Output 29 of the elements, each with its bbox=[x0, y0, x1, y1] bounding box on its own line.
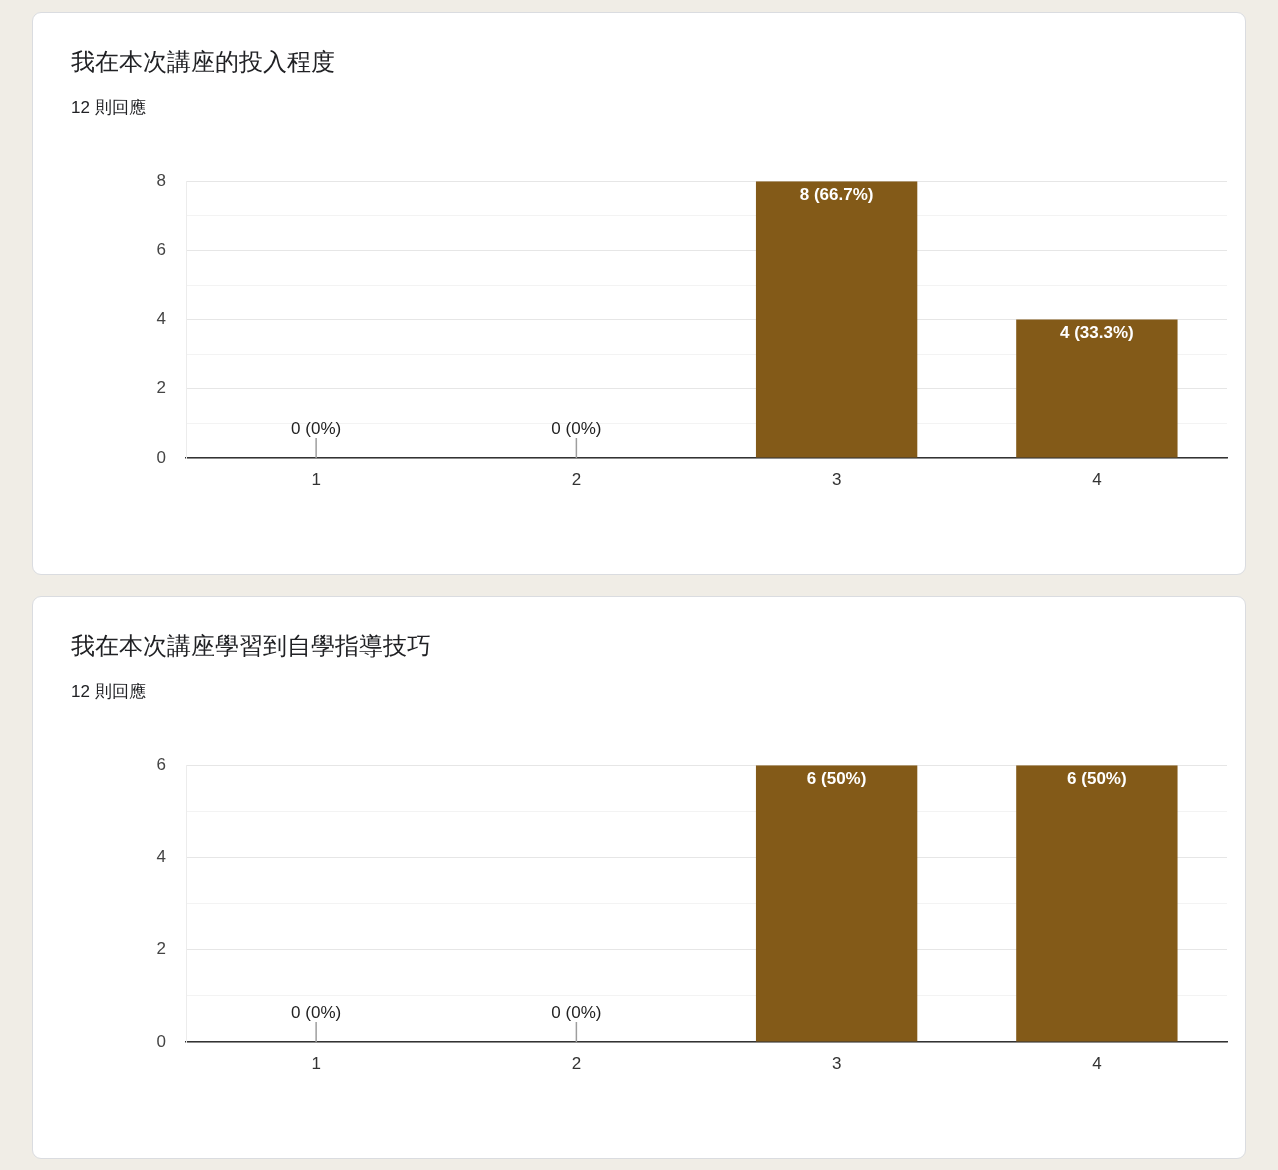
y-tick-label: 4 bbox=[156, 847, 166, 867]
chart-title: 我在本次講座學習到自學指導技巧 bbox=[71, 631, 431, 661]
x-tick-label: 3 bbox=[831, 1053, 842, 1073]
x-tick-label: 1 bbox=[311, 1053, 321, 1073]
data-label: 6 (50%) bbox=[1067, 768, 1127, 788]
x-tick-label: 3 bbox=[831, 469, 842, 489]
y-tick-label: 2 bbox=[156, 378, 166, 398]
y-tick-label: 6 bbox=[156, 240, 166, 260]
data-label: 6 (50%) bbox=[806, 768, 867, 788]
y-tick-label: 6 bbox=[156, 754, 166, 774]
data-label: 8 (66.7%) bbox=[799, 184, 874, 204]
y-tick-label: 4 bbox=[156, 309, 166, 329]
data-label: 4 (33.3%) bbox=[1060, 323, 1134, 343]
x-tick-label: 2 bbox=[571, 1053, 582, 1073]
y-tick-label: 2 bbox=[156, 939, 166, 959]
x-tick-label: 4 bbox=[1092, 1053, 1102, 1073]
y-tick-label: 0 bbox=[156, 447, 166, 467]
y-tick-label: 8 bbox=[156, 170, 166, 190]
chart-subtitle: 12 則回應 bbox=[71, 681, 146, 703]
data-label: 0 (0%) bbox=[551, 1002, 602, 1022]
data-label: 0 (0%) bbox=[291, 418, 342, 438]
data-label: 0 (0%) bbox=[291, 1002, 342, 1022]
data-label: 0 (0%) bbox=[551, 418, 602, 438]
y-tick-label: 0 bbox=[156, 1031, 166, 1051]
x-tick-label: 4 bbox=[1092, 469, 1102, 489]
chart-subtitle: 12 則回應 bbox=[71, 97, 146, 119]
x-tick-label: 2 bbox=[571, 469, 582, 489]
chart-title: 我在本次講座的投入程度 bbox=[71, 47, 335, 77]
x-tick-label: 1 bbox=[311, 469, 321, 489]
